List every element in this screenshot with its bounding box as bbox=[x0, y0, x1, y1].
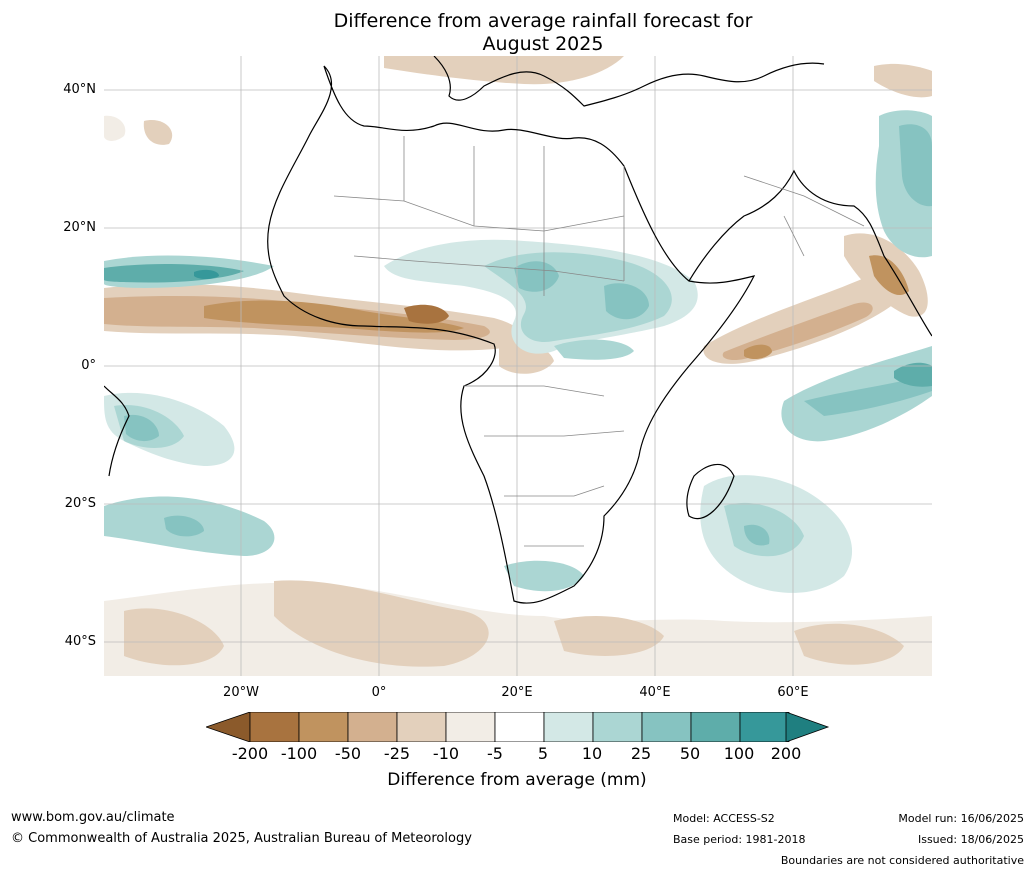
footer-issued: Issued: 18/06/2025 bbox=[917, 833, 1024, 846]
colorbar-cell bbox=[347, 712, 398, 742]
title-line-1: Difference from average rainfall forecas… bbox=[333, 10, 753, 32]
country-borders bbox=[333, 136, 865, 547]
lon-label-60e: 60°E bbox=[777, 685, 809, 700]
colorbar-tick: 50 bbox=[679, 744, 701, 763]
colorbar-tick: 100 bbox=[723, 744, 755, 763]
footer-base-period: Base period: 1981-2018 bbox=[673, 833, 806, 846]
lat-label-0: 0° bbox=[81, 358, 96, 373]
map-canvas bbox=[104, 56, 932, 676]
colorbar bbox=[206, 712, 830, 742]
colorbar-tick: 10 bbox=[581, 744, 603, 763]
lon-label-40e: 40°E bbox=[639, 685, 671, 700]
colorbar-tick: -5 bbox=[487, 744, 503, 763]
colorbar-tick: -25 bbox=[383, 744, 411, 763]
lon-label-20e: 20°E bbox=[501, 685, 533, 700]
colorbar-tick: -10 bbox=[432, 744, 460, 763]
map-title: Difference from average rainfall forecas… bbox=[300, 10, 786, 56]
graticule bbox=[104, 56, 932, 676]
coastlines bbox=[104, 56, 932, 604]
footer-model-run: Model run: 16/06/2025 bbox=[898, 812, 1024, 825]
colorbar-cell bbox=[543, 712, 594, 742]
colorbar-cell bbox=[641, 712, 692, 742]
colorbar-cell bbox=[592, 712, 643, 742]
colorbar-cell bbox=[739, 712, 790, 742]
colorbar-tick: 25 bbox=[630, 744, 652, 763]
colorbar-cell bbox=[690, 712, 741, 742]
colorbar-tick: 5 bbox=[537, 744, 549, 763]
dry-anomaly-areas bbox=[104, 56, 932, 676]
wet-anomaly-areas bbox=[104, 110, 932, 593]
colorbar-cell bbox=[445, 712, 496, 742]
colorbar-arrow-high bbox=[785, 712, 830, 742]
lon-label-0: 0° bbox=[371, 685, 387, 700]
lat-label-20s: 20°S bbox=[64, 496, 96, 511]
footer-model: Model: ACCESS-S2 bbox=[673, 812, 775, 825]
colorbar-tick: -50 bbox=[334, 744, 362, 763]
rainfall-map bbox=[104, 56, 932, 676]
colorbar-cells bbox=[249, 712, 790, 742]
title-line-2: August 2025 bbox=[482, 33, 604, 55]
colorbar-tick: 200 bbox=[770, 744, 802, 763]
lon-label-20w: 20°W bbox=[223, 685, 259, 700]
lat-label-40s: 40°S bbox=[64, 634, 96, 649]
colorbar-cell bbox=[298, 712, 349, 742]
colorbar-tick: -100 bbox=[280, 744, 318, 763]
colorbar-cell bbox=[494, 712, 545, 742]
colorbar-cell bbox=[396, 712, 447, 742]
footer-disclaimer: Boundaries are not considered authoritat… bbox=[780, 854, 1024, 867]
colorbar-arrow-low bbox=[206, 712, 251, 742]
colorbar-title: Difference from average (mm) bbox=[387, 770, 647, 790]
footer-copyright: © Commonwealth of Australia 2025, Austra… bbox=[11, 831, 472, 846]
lat-label-20n: 20°N bbox=[63, 220, 96, 235]
colorbar-cell bbox=[249, 712, 300, 742]
colorbar-tick: -200 bbox=[231, 744, 269, 763]
footer-url[interactable]: www.bom.gov.au/climate bbox=[11, 810, 175, 825]
lat-label-40n: 40°N bbox=[63, 82, 96, 97]
